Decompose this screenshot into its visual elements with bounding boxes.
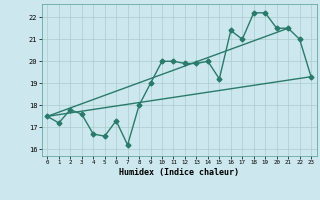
X-axis label: Humidex (Indice chaleur): Humidex (Indice chaleur) [119, 168, 239, 177]
